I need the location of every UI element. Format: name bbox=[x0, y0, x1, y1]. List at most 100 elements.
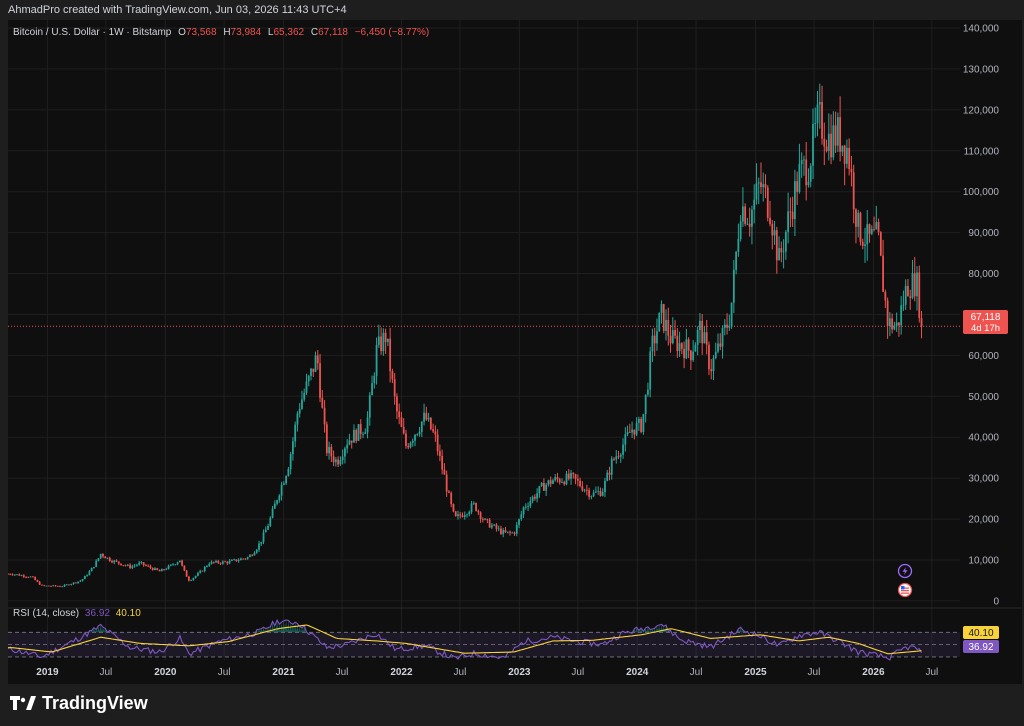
candle bbox=[99, 553, 102, 559]
candle bbox=[267, 523, 269, 530]
candle bbox=[206, 565, 208, 568]
tradingview-logo[interactable]: TradingView bbox=[10, 693, 148, 714]
candle-body bbox=[784, 231, 787, 252]
candle bbox=[258, 540, 260, 552]
candle-body bbox=[466, 514, 468, 516]
candle-body bbox=[61, 586, 64, 588]
candle-body bbox=[172, 564, 174, 566]
candle-body bbox=[267, 525, 269, 530]
candle-body bbox=[518, 519, 520, 525]
candle bbox=[174, 564, 177, 566]
candle-body bbox=[506, 531, 509, 533]
candle-body bbox=[314, 355, 317, 372]
candle-body bbox=[656, 331, 658, 344]
price-chart[interactable]: 2019 Jul 2020 Jul 2021 Jul 2022 Jul 2023 Jul 2024 J… bbox=[8, 20, 1022, 684]
candle bbox=[488, 518, 491, 528]
candle-body bbox=[169, 564, 172, 566]
candle bbox=[692, 339, 695, 362]
rsi-legend-label: RSI (14, close) bbox=[13, 608, 79, 619]
candle-body bbox=[665, 319, 667, 331]
candle bbox=[484, 517, 487, 521]
candle-body bbox=[726, 324, 728, 328]
candle bbox=[31, 576, 34, 578]
candle-body bbox=[328, 446, 330, 454]
candle-body bbox=[778, 248, 780, 261]
candle-body bbox=[228, 560, 231, 564]
candle-body bbox=[538, 486, 541, 494]
candle bbox=[158, 569, 161, 572]
candle bbox=[282, 481, 285, 486]
candle bbox=[228, 559, 231, 565]
candle-body bbox=[255, 549, 258, 553]
candle-body bbox=[68, 584, 70, 586]
candle-body bbox=[197, 573, 199, 576]
candle-body bbox=[457, 514, 459, 517]
candle-body bbox=[694, 344, 697, 352]
chart-frame[interactable]: 2019 Jul 2020 Jul 2021 Jul 2022 Jul 2023 Jul 2024 J… bbox=[8, 20, 1022, 684]
x-tick-label: Jul bbox=[218, 667, 231, 678]
candle-body bbox=[348, 440, 351, 445]
candle bbox=[197, 571, 199, 577]
candle bbox=[859, 211, 862, 246]
candle-body bbox=[495, 524, 498, 529]
candle bbox=[601, 488, 604, 497]
candle-body bbox=[549, 480, 552, 484]
candle bbox=[533, 494, 536, 501]
candle bbox=[280, 481, 283, 501]
candle-body bbox=[258, 543, 260, 550]
lightning-icon[interactable] bbox=[897, 563, 913, 579]
candle bbox=[323, 400, 326, 433]
candle-body bbox=[83, 575, 86, 580]
candle bbox=[712, 355, 715, 381]
y-tick-label: 140,000 bbox=[963, 24, 1000, 35]
candle bbox=[176, 561, 179, 566]
candle bbox=[531, 495, 534, 504]
candle-body bbox=[8, 573, 9, 575]
candle bbox=[769, 200, 771, 227]
candle-body bbox=[249, 555, 251, 558]
candle-body bbox=[642, 414, 645, 432]
candle bbox=[126, 563, 129, 567]
candle bbox=[748, 207, 751, 237]
candle-body bbox=[879, 232, 882, 256]
candle-body bbox=[472, 502, 475, 504]
us-flag-icon[interactable] bbox=[897, 582, 913, 598]
y-tick-label: 80,000 bbox=[968, 269, 999, 280]
candle bbox=[536, 488, 539, 503]
candle-body bbox=[660, 304, 663, 313]
candle bbox=[269, 516, 272, 528]
candle bbox=[613, 457, 615, 461]
candle bbox=[466, 513, 468, 518]
candle bbox=[255, 548, 258, 554]
candle bbox=[366, 411, 369, 439]
candle bbox=[81, 578, 84, 582]
candle-body bbox=[653, 335, 656, 344]
attribution-text: AhmadPro created with TradingView.com, J… bbox=[8, 4, 347, 16]
candle bbox=[735, 250, 738, 275]
candle-body bbox=[595, 491, 597, 493]
candles[interactable] bbox=[8, 83, 923, 588]
candle bbox=[452, 503, 455, 513]
candle bbox=[717, 333, 719, 354]
last-price-badge[interactable]: 67,118 4d 17h bbox=[963, 310, 1008, 334]
rsi-pane[interactable]: 80.00 bbox=[8, 618, 999, 661]
candle bbox=[662, 303, 665, 334]
candle-body bbox=[916, 272, 918, 297]
candle-body bbox=[264, 529, 267, 533]
candle-body bbox=[832, 125, 835, 158]
candle bbox=[647, 382, 649, 397]
candle-body bbox=[839, 117, 842, 152]
candle-body bbox=[676, 335, 679, 352]
candle-body bbox=[244, 558, 247, 560]
candle bbox=[240, 557, 242, 561]
candle bbox=[633, 429, 636, 440]
candle bbox=[344, 446, 346, 464]
candle bbox=[606, 469, 609, 482]
candle-body bbox=[667, 319, 670, 336]
candle bbox=[409, 441, 412, 449]
candle-body bbox=[310, 368, 312, 376]
candle-body bbox=[382, 332, 385, 352]
candle-body bbox=[760, 182, 762, 188]
candle-body bbox=[834, 125, 837, 146]
candle bbox=[334, 457, 337, 467]
